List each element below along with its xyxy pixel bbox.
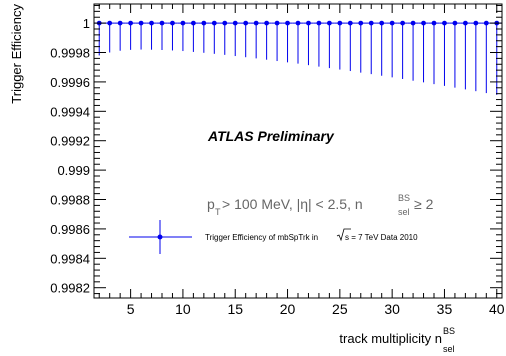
x-tick-label: 20 — [280, 301, 296, 317]
y-axis-label: Trigger Efficiency — [9, 4, 24, 104]
y-tick-label: 0.9988 — [50, 193, 90, 208]
cut-pt: p — [207, 196, 215, 212]
x-tick-label: 10 — [175, 301, 191, 317]
data-point — [159, 20, 165, 26]
y-tick-label: 0.9986 — [50, 222, 90, 237]
x-tick-label: 25 — [332, 301, 348, 317]
data-point — [253, 20, 259, 26]
data-point — [389, 20, 395, 26]
y-tick-label: 0.9984 — [50, 251, 90, 266]
legend-text-before: Trigger Efficiency of mbSpTrk in — [205, 233, 318, 242]
data-point — [107, 20, 113, 26]
data-point — [337, 20, 343, 26]
data-point — [473, 20, 479, 26]
legend: Trigger Efficiency of mbSpTrk in s = 7 T… — [129, 220, 418, 254]
cut-annotation: p T > 100 MeV, |η| < 2.5, n BS sel ≥ 2 — [207, 193, 434, 217]
x-tick-label: 40 — [489, 301, 505, 317]
data-point — [306, 20, 311, 26]
x-tick-label: 30 — [384, 301, 400, 317]
data-point — [379, 20, 385, 26]
data-point — [483, 20, 489, 26]
x-axis-label-sub: sel — [443, 344, 455, 354]
legend-text-after: s = 7 TeV Data 2010 — [345, 233, 418, 242]
data-point — [222, 20, 228, 26]
atlas-label: ATLAS Preliminary — [207, 128, 335, 144]
plot-area — [94, 20, 502, 95]
y-tick-label: 0.9994 — [50, 104, 90, 119]
axes: 5 10 15 20 25 30 35 40 0.9982 0.9984 0.9986 0.9988 0… — [50, 3, 505, 317]
data-point — [180, 20, 186, 26]
data-point — [190, 20, 196, 26]
data-point — [295, 20, 301, 26]
data-point — [368, 20, 374, 26]
data-point — [452, 20, 458, 26]
data-point — [326, 20, 332, 26]
cut-text: > 100 MeV, |η| < 2.5, n — [222, 196, 363, 212]
data-point — [138, 20, 144, 26]
data-point — [358, 20, 364, 26]
x-axis-label: track multiplicity n — [339, 331, 442, 346]
data-point — [431, 20, 437, 26]
x-tick-label: 35 — [437, 301, 453, 317]
y-tick-label: 0.999 — [57, 163, 90, 178]
data-point — [170, 20, 175, 26]
data-point — [285, 20, 290, 26]
data-point — [128, 20, 134, 26]
data-point — [421, 20, 426, 26]
y-tick-label: 1 — [83, 16, 90, 31]
data-point — [211, 20, 217, 26]
x-axis-label-sup: BS — [443, 326, 455, 336]
cut-tail: ≥ 2 — [414, 196, 434, 212]
data-point — [410, 20, 416, 26]
data-point — [149, 20, 154, 26]
y-tick-label: 0.9998 — [50, 46, 90, 61]
y-tick-label: 0.9996 — [50, 75, 90, 90]
cut-n-sup: BS — [398, 193, 410, 203]
data-point — [117, 20, 123, 26]
cut-pt-sub: T — [215, 207, 221, 217]
data-point — [274, 20, 280, 26]
x-tick-label: 15 — [227, 301, 243, 317]
y-tick-label: 0.9992 — [50, 134, 90, 149]
data-point — [264, 20, 270, 26]
data-point — [400, 20, 406, 26]
x-tick-label: 5 — [127, 301, 135, 317]
data-point — [442, 20, 447, 26]
sqrt-sign-icon — [336, 228, 351, 242]
data-point — [347, 20, 353, 26]
data-point — [462, 20, 468, 26]
cut-n-sub: sel — [398, 207, 410, 217]
y-tick-label: 0.9982 — [50, 281, 90, 296]
data-point — [316, 20, 322, 26]
data-point — [243, 20, 249, 26]
data-point — [201, 20, 207, 26]
legend-marker-dot — [157, 234, 163, 240]
data-point — [232, 20, 238, 26]
